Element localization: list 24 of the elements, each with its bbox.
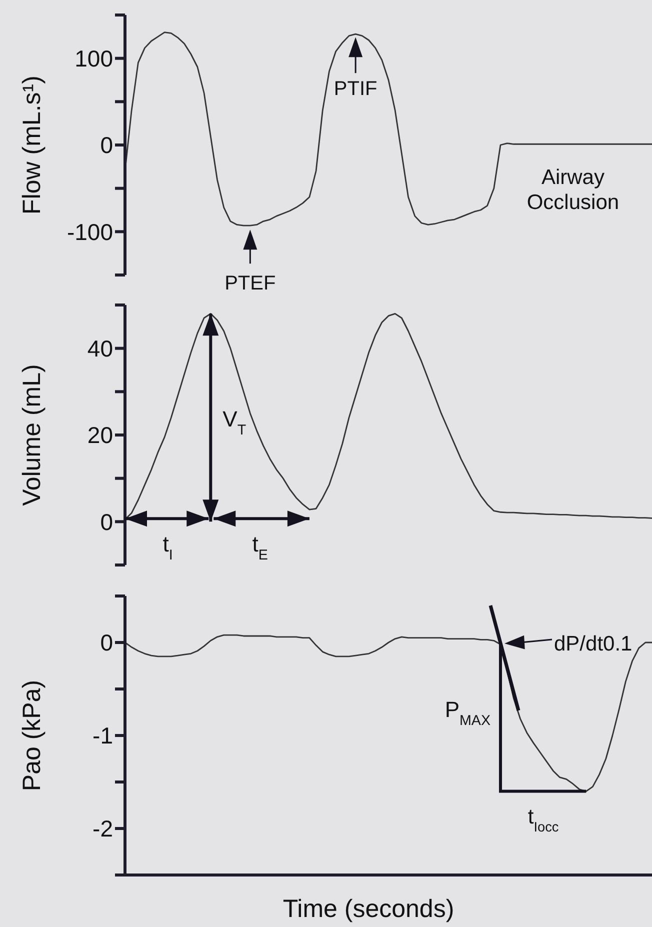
y-axis-title: Flow (mL.s¹) xyxy=(18,76,46,214)
y-tick-label: -100 xyxy=(66,218,113,245)
annotation: dP/dt0.1 xyxy=(554,632,632,656)
y-tick-label: 40 xyxy=(87,336,113,362)
y-tick-label: 0 xyxy=(100,630,113,656)
y-axis-title: Pao (kPa) xyxy=(18,680,46,792)
annotation: t$_{Iocc}$ xyxy=(528,805,559,834)
y-axis-title: Volume (mL) xyxy=(18,364,46,506)
y-tick-label: 20 xyxy=(87,422,113,448)
annotation: P$_{MAX}$ xyxy=(444,696,491,729)
y-tick-label: -1 xyxy=(92,722,113,749)
annotation: t$_{I}$ xyxy=(162,532,173,564)
line-series xyxy=(124,634,652,792)
x-axis-title: Time (seconds) xyxy=(282,895,454,923)
y-tick-label: 0 xyxy=(100,132,113,158)
y-tick-label: 100 xyxy=(74,46,113,72)
annotation: t$_{E}$ xyxy=(252,532,268,564)
annotation: Airway Occlusion xyxy=(526,166,620,214)
y-tick-label: -2 xyxy=(92,816,113,842)
annotation: PTEF xyxy=(224,272,276,295)
annotation: PTIF xyxy=(334,78,378,100)
annotation: V$_{T}$ xyxy=(222,406,246,438)
y-tick-label: 0 xyxy=(100,508,113,535)
line-series xyxy=(124,32,652,226)
